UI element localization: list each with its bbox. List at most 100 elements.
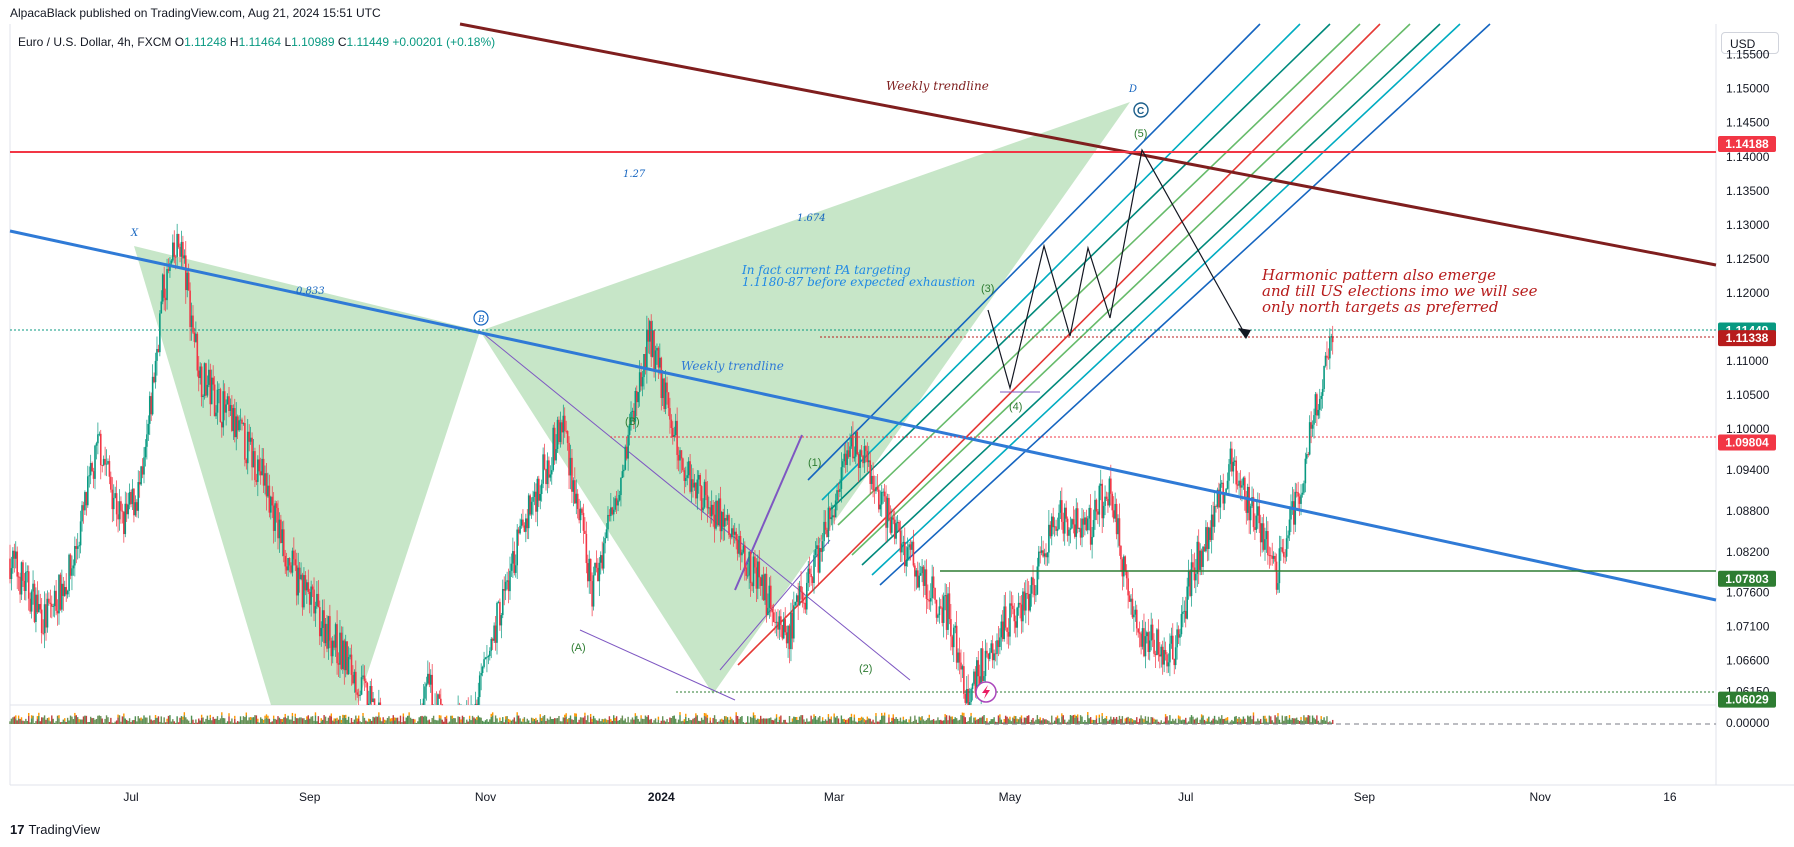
volume-bar <box>42 717 44 724</box>
candle-body <box>486 657 488 658</box>
y-tick-label: 1.11000 <box>1726 354 1769 368</box>
candle-body <box>793 605 795 639</box>
candle-body <box>960 662 962 670</box>
candle-body <box>258 459 261 472</box>
candle-body <box>964 693 967 703</box>
volume-bar <box>1025 717 1027 724</box>
candle-body <box>427 673 429 684</box>
candle-body <box>429 674 432 685</box>
volume-bar <box>448 721 451 724</box>
candle-body <box>167 269 170 271</box>
volume-bar <box>1320 716 1322 720</box>
volume-bar <box>833 713 835 717</box>
volume-bar <box>506 716 508 724</box>
volume-bar <box>1029 722 1031 724</box>
volume-bar <box>1231 719 1233 724</box>
volume-bar <box>695 716 697 724</box>
volume-bar <box>673 715 675 724</box>
volume-bar <box>64 721 66 724</box>
candle-body <box>683 470 686 481</box>
currency-button[interactable]: USD <box>1721 32 1779 54</box>
candle-body <box>1016 607 1018 628</box>
symbol-name[interactable]: Euro / U.S. Dollar, 4h, FXCM <box>18 35 172 49</box>
candle-body <box>749 551 752 584</box>
volume-bar <box>735 715 737 724</box>
candle-body <box>663 378 665 410</box>
volume-bar <box>458 716 461 724</box>
volume-bar <box>140 720 142 724</box>
volume-bar <box>579 717 582 724</box>
candle-body <box>1062 521 1065 534</box>
wave-label-1: (1) <box>808 457 821 469</box>
volume-bar <box>723 716 726 724</box>
candle-body <box>366 683 369 705</box>
volume-bar <box>555 718 557 724</box>
volume-bar <box>602 722 605 724</box>
volume-bar <box>914 715 916 724</box>
volume-bar <box>1180 720 1183 724</box>
volume-bar <box>748 722 750 724</box>
candle-body <box>1208 527 1210 549</box>
candle-body <box>927 598 929 601</box>
volume-bar <box>705 716 707 724</box>
candle-body <box>1071 519 1073 529</box>
candle-body <box>55 590 57 611</box>
volume-bar <box>1226 717 1229 721</box>
candle-body <box>275 503 278 508</box>
candle-body <box>424 686 426 699</box>
volume-bar <box>173 721 175 724</box>
volume-bar <box>504 716 507 720</box>
candle-body <box>128 492 131 505</box>
volume-bar <box>490 716 492 724</box>
candle-body <box>1099 483 1102 486</box>
candle-body <box>1331 336 1334 343</box>
candle-body <box>837 490 840 492</box>
tradingview-footer[interactable]: 17 TradingView <box>10 822 100 837</box>
candle-body <box>1215 506 1217 507</box>
volume-bar <box>892 717 894 724</box>
candle-body <box>233 408 236 438</box>
candle-body <box>948 593 951 620</box>
volume-bar <box>788 715 791 724</box>
candle-body <box>1069 528 1072 530</box>
volume-bar <box>333 721 335 724</box>
volume-bar <box>683 719 686 723</box>
volume-bar <box>973 717 975 724</box>
volume-bar <box>1264 718 1266 724</box>
volume-bar <box>1105 718 1108 724</box>
volume-bar <box>1203 719 1206 724</box>
volume-bar <box>134 716 137 724</box>
low-label: L <box>284 35 292 49</box>
volume-bar <box>291 712 294 716</box>
harmonic-xab-triangle <box>134 246 480 705</box>
candle-body <box>36 594 39 613</box>
candle-body <box>355 671 357 693</box>
volume-bar <box>123 713 125 717</box>
candle-body <box>1311 424 1314 429</box>
volume-bar <box>1059 722 1062 724</box>
volume-bar <box>277 716 279 724</box>
candle-body <box>689 461 691 492</box>
time-axis[interactable]: Jul Sep Nov 2024 Mar May Jul Sep Nov 16 <box>123 790 1677 804</box>
volume-bar <box>503 722 505 724</box>
candle-body <box>940 606 942 608</box>
volume-bar <box>48 720 50 724</box>
volume-bar <box>1310 722 1312 724</box>
volume-bar <box>170 721 173 724</box>
candle-body <box>1061 500 1063 522</box>
candle-body <box>484 657 487 660</box>
candle-body <box>480 673 482 676</box>
candle-body <box>1248 486 1250 521</box>
candle-body <box>307 582 310 592</box>
candle-body <box>857 454 860 468</box>
candle-body <box>872 475 874 491</box>
volume-bar <box>324 716 327 724</box>
y-tick-label: 1.09400 <box>1726 463 1770 477</box>
volume-bar <box>389 721 392 724</box>
volume-bar <box>206 715 209 724</box>
volume-bar <box>749 716 752 724</box>
volume-bar <box>262 719 265 723</box>
volume-bar <box>1087 712 1089 716</box>
volume-bar <box>270 722 272 724</box>
